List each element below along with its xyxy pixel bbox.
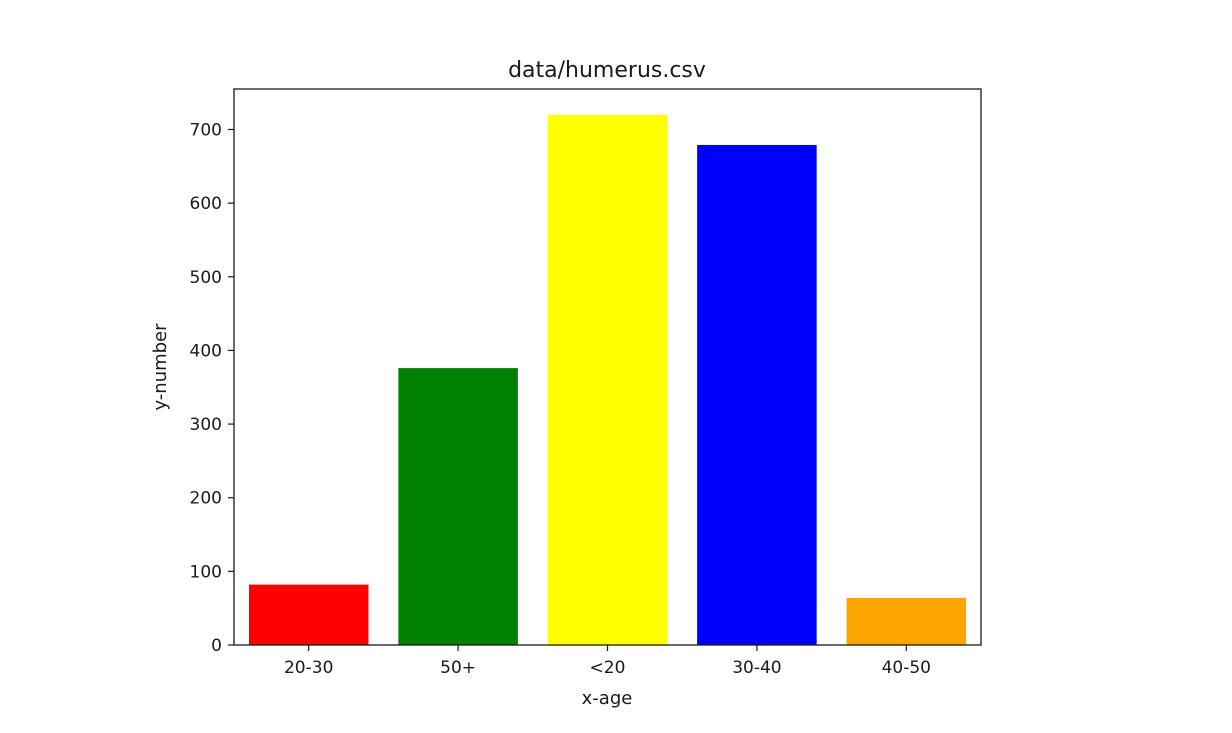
chart-title: data/humerus.csv	[508, 58, 706, 83]
x-axis-label: x-age	[582, 688, 633, 709]
y-tick-label-7: 700	[190, 121, 222, 141]
y-tick-label-3: 300	[190, 415, 222, 435]
x-tick-label-3: 30-40	[732, 658, 781, 678]
x-axis: 20-30 50+ <20 30-40 40-50	[284, 645, 931, 678]
x-tick-label-0: 20-30	[284, 658, 333, 678]
x-tick-label-2: <20	[590, 658, 626, 678]
y-tick-label-1: 100	[190, 562, 222, 582]
bar-4	[846, 597, 967, 645]
bar-3	[697, 144, 817, 646]
y-tick-label-6: 600	[190, 194, 222, 214]
bars-layer	[248, 114, 967, 646]
bar-1	[398, 368, 518, 645]
y-tick-label-0: 0	[211, 636, 222, 656]
y-axis-label: y-number	[150, 323, 171, 411]
bar-0	[248, 584, 369, 645]
y-axis: 0 100 200 300 400 500 600 700	[190, 121, 234, 656]
bar-2	[547, 114, 668, 645]
x-tick-label-1: 50+	[440, 658, 476, 678]
y-tick-label-5: 500	[190, 268, 222, 288]
y-tick-label-4: 400	[190, 341, 222, 361]
x-tick-label-4: 40-50	[882, 658, 931, 678]
y-tick-label-2: 200	[190, 489, 222, 509]
